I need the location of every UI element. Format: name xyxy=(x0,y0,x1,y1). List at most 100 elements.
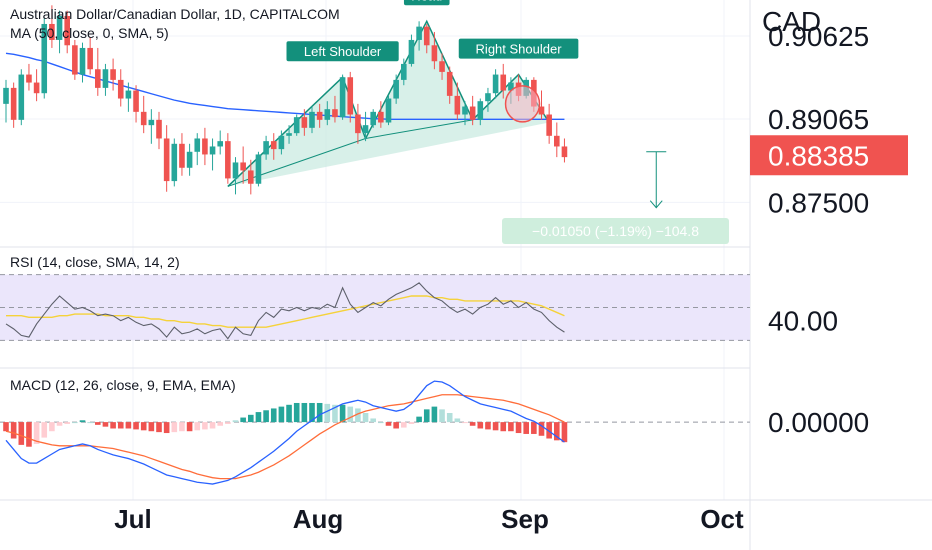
candle-bear xyxy=(446,71,453,96)
candle-bear xyxy=(95,69,101,88)
rsi-legend[interactable]: RSI (14, close, SMA, 14, 2) xyxy=(10,254,180,270)
pattern-label-head: Head xyxy=(411,0,442,3)
candle-bull xyxy=(41,23,48,94)
candle-bear xyxy=(355,114,361,134)
candle-bear xyxy=(26,74,32,83)
macd-histogram-bar xyxy=(538,422,545,436)
macd-histogram-bar xyxy=(378,422,384,424)
macd-histogram-bar xyxy=(332,404,338,423)
candle-bear xyxy=(500,74,507,91)
price-tick-label: 0.90625 xyxy=(768,21,869,52)
candle-bull xyxy=(477,101,484,120)
macd-histogram-bar xyxy=(156,422,162,433)
rsi-pane xyxy=(0,274,750,341)
candle-bull xyxy=(232,162,239,179)
candle-bear xyxy=(431,45,438,62)
macd-histogram-bar xyxy=(523,422,529,434)
macd-histogram-bar xyxy=(316,402,323,423)
candle-bull xyxy=(186,151,193,168)
pattern-label-bg xyxy=(286,41,399,62)
candle-bull xyxy=(416,26,422,40)
macd-histogram-bar xyxy=(309,402,315,423)
candle-bull xyxy=(286,133,292,136)
candle-bull xyxy=(56,15,63,40)
candle-bear xyxy=(49,23,55,40)
symbol-title[interactable]: Australian Dollar/Canadian Dollar, 1D, C… xyxy=(10,6,340,22)
macd-histogram-bar xyxy=(439,409,445,423)
candle-bear xyxy=(469,106,476,120)
candle-bull xyxy=(492,74,499,94)
macd-histogram-bar xyxy=(64,422,70,424)
macd-histogram-bar xyxy=(485,422,491,430)
macd-histogram-bar xyxy=(179,422,185,432)
pattern-label-right-shoulder: Right Shoulder xyxy=(476,42,563,57)
macd-histogram-bar xyxy=(41,422,48,438)
candle-bull xyxy=(79,47,86,75)
candle-bull xyxy=(194,138,201,152)
macd-histogram-bar xyxy=(324,403,331,423)
candle-bear xyxy=(179,143,185,168)
macd-histogram-bar xyxy=(79,420,86,423)
measure-tool: −0.01050 (−1.19%) −104.8 xyxy=(502,151,729,244)
current-price-label: 0.88385 xyxy=(768,140,869,171)
candle-bull xyxy=(293,117,300,134)
candle-bull xyxy=(263,141,269,155)
candle-bear xyxy=(240,162,246,171)
candle-bull xyxy=(339,77,346,118)
macd-legend[interactable]: MACD (12, 26, close, 9, EMA, EMA) xyxy=(10,377,236,393)
currency-label: CAD xyxy=(762,6,821,37)
macd-histogram-bar xyxy=(554,422,560,441)
candle-bull xyxy=(408,39,415,64)
candle-bull xyxy=(209,146,216,155)
measure-label: −0.01050 (−1.19%) −104.8 xyxy=(532,223,699,239)
candle-bull xyxy=(309,111,315,128)
measure-arrow xyxy=(649,200,663,209)
candle-bear xyxy=(561,146,568,158)
macd-histogram-bar xyxy=(255,412,262,423)
macd-histogram-bar xyxy=(125,422,132,429)
macd-histogram-bar xyxy=(87,422,93,424)
macd-histogram-bar xyxy=(163,422,170,434)
candle-bull xyxy=(3,87,9,104)
price-tick-label: 0.89065 xyxy=(768,104,869,135)
macd-histogram-bar xyxy=(293,402,300,423)
time-tick-oct: Oct xyxy=(700,504,744,534)
measure-label-bg xyxy=(502,218,729,244)
candle-bull xyxy=(255,154,262,184)
candle-bull xyxy=(462,106,468,115)
macd-histogram-bar xyxy=(355,408,361,423)
candle-bull xyxy=(217,141,223,147)
candle-bear xyxy=(163,138,170,182)
price-tick-label: 0.87500 xyxy=(768,187,869,218)
candle-bear xyxy=(202,138,208,155)
macd-histogram-bar xyxy=(531,422,537,434)
macd-histogram-bar xyxy=(385,422,392,426)
candle-bear xyxy=(378,111,384,123)
macd-histogram-bar xyxy=(561,422,568,443)
macd-line xyxy=(5,380,565,485)
macd-histogram-bar xyxy=(546,422,552,439)
candle-bull xyxy=(324,109,331,120)
time-tick-sep: Sep xyxy=(501,504,549,534)
macd-histogram-bar xyxy=(423,409,430,423)
macd-histogram-bar xyxy=(347,406,354,423)
macd-histogram-bar xyxy=(278,406,285,423)
macd-signal-line xyxy=(5,394,565,480)
pattern-label-bg xyxy=(403,0,450,6)
rsi-axis-label: 40.00 xyxy=(768,306,838,337)
macd-histogram-bar xyxy=(56,422,63,426)
macd-histogram-bar xyxy=(110,422,116,429)
rsi-line xyxy=(5,282,565,340)
candlestick-series xyxy=(3,5,568,195)
macd-histogram-bar xyxy=(492,422,499,431)
candle-bull xyxy=(102,69,109,88)
macd-histogram-bar xyxy=(10,422,17,439)
macd-histogram-bar xyxy=(286,404,292,423)
macd-histogram-bar xyxy=(515,422,522,434)
macd-histogram-bar xyxy=(209,422,216,429)
ma-legend[interactable]: MA (50, close, 0, SMA, 5) xyxy=(10,25,169,41)
time-axis[interactable]: Jul Aug Sep Oct xyxy=(114,504,744,534)
candle-bull xyxy=(508,82,514,91)
